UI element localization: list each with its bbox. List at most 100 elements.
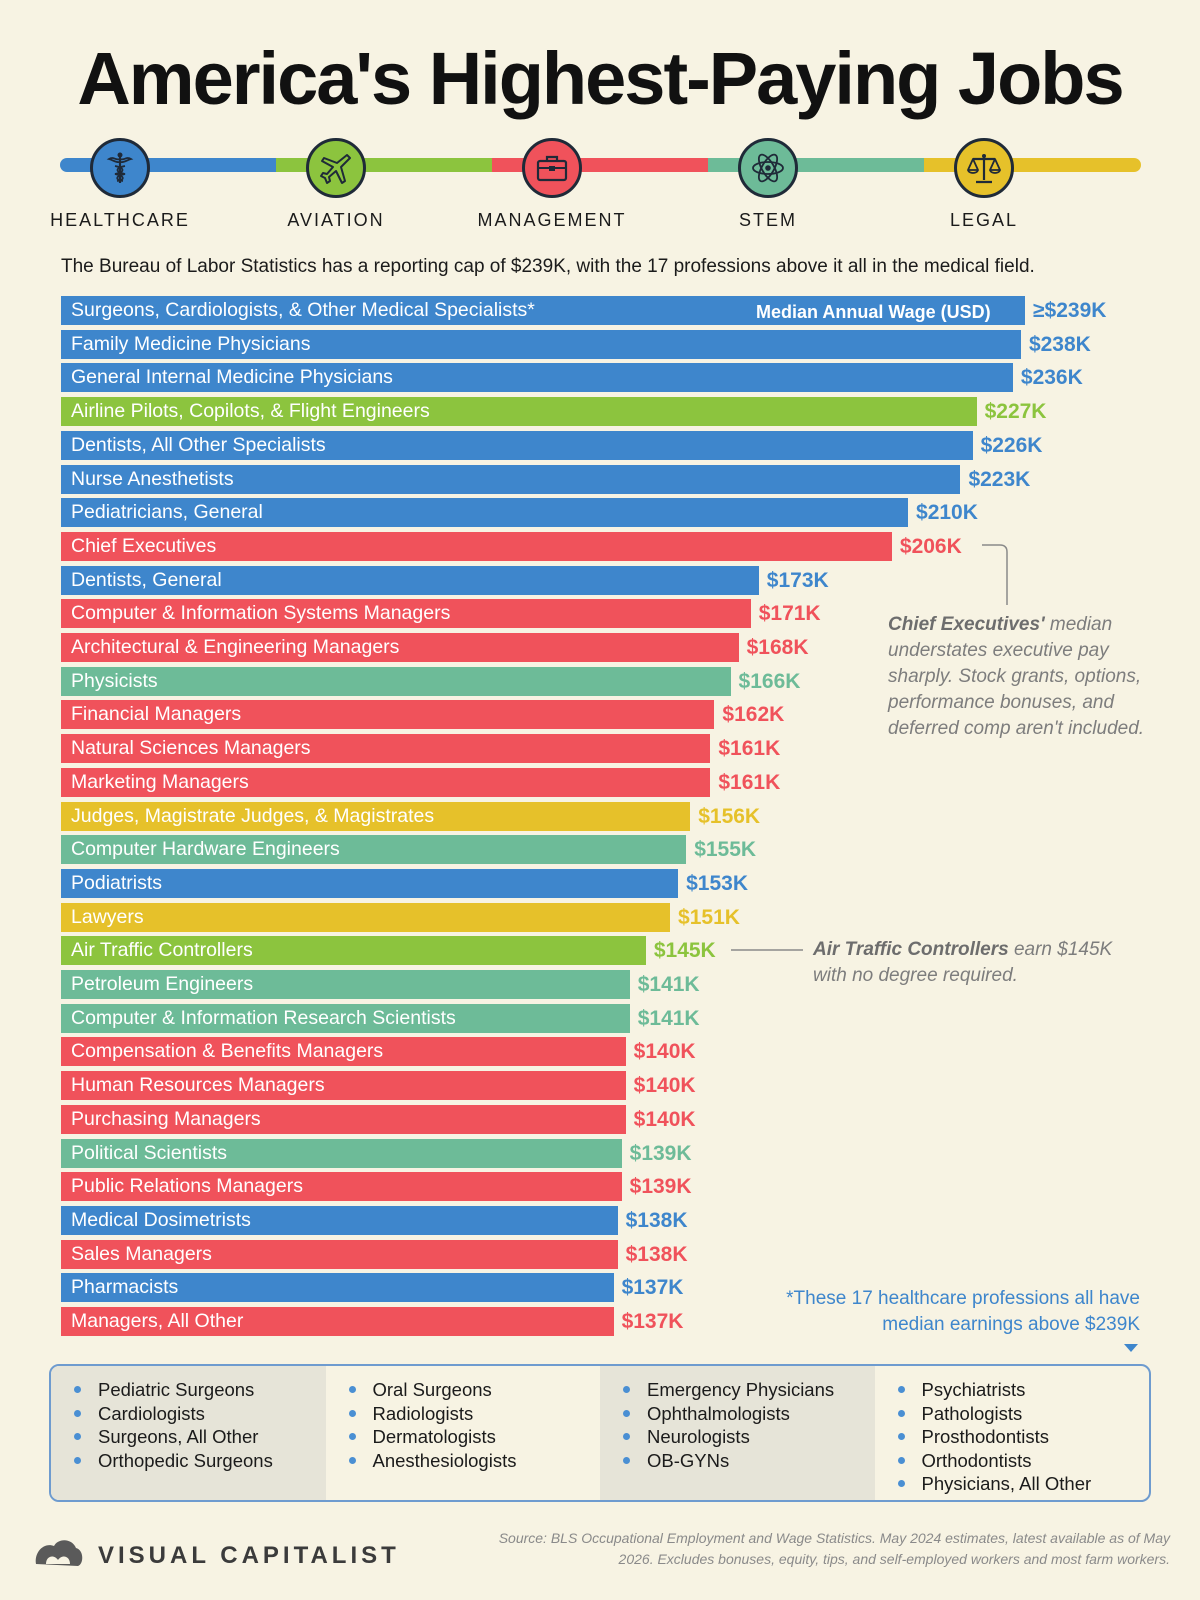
bullet-icon xyxy=(897,1480,905,1487)
bar xyxy=(61,565,759,595)
bar-value-label: $145K xyxy=(653,939,716,963)
bullet-icon xyxy=(623,1386,630,1393)
bar xyxy=(61,970,630,999)
bar-category-label: Marketing Managers xyxy=(71,770,249,793)
value-legend-label: Median Annual Wage (USD) xyxy=(756,302,991,322)
bar-category-label: Judges, Magistrate Judges, & Magistrates xyxy=(71,804,435,827)
specialist-item: OB-GYNs xyxy=(620,1449,875,1473)
specialist-item: Prosthodontists xyxy=(895,1425,1150,1449)
bar-value-label: $171K xyxy=(758,602,821,626)
bullet-icon xyxy=(348,1386,356,1393)
specialist-item: Surgeons, All Other xyxy=(71,1425,326,1449)
specialist-item: Dermatologists xyxy=(346,1425,601,1449)
bar xyxy=(61,296,1025,325)
footnote-arrow-icon xyxy=(1124,1344,1138,1352)
bar-category-label: Sales Managers xyxy=(71,1242,212,1265)
bar-value-label: $161K xyxy=(718,737,781,761)
bullet-icon xyxy=(348,1433,356,1440)
bar-category-label: Podiatrists xyxy=(71,871,163,894)
bar-value-label: $206K xyxy=(899,534,962,558)
bar-category-label: Managers, All Other xyxy=(71,1310,244,1332)
bullet-icon xyxy=(74,1433,81,1440)
bar-value-label: $173K xyxy=(766,568,829,592)
category-label: STEM xyxy=(738,210,797,230)
bar xyxy=(61,1003,630,1033)
bar-value-label: $155K xyxy=(694,838,757,862)
bar xyxy=(61,363,1013,393)
bar-value-label: $141K xyxy=(637,973,700,996)
specialist-item: Radiologists xyxy=(346,1402,601,1426)
bar xyxy=(61,633,739,662)
chief-note-bold: Chief Executives' xyxy=(888,614,1045,635)
bar xyxy=(61,430,973,460)
bar-value-label: $138K xyxy=(625,1242,688,1266)
category-label: LEGAL xyxy=(949,210,1019,230)
bar xyxy=(61,868,679,898)
bar-value-label: $161K xyxy=(718,770,781,794)
bar-value-label: $139K xyxy=(629,1175,692,1199)
briefcase-icon xyxy=(522,138,582,198)
bullet-icon xyxy=(897,1386,905,1393)
specialist-item: Pediatric Surgeons xyxy=(71,1378,326,1402)
bar-chart: Surgeons, Cardiologists, & Other Medical… xyxy=(61,296,1106,1336)
bar xyxy=(61,1239,618,1269)
specialist-item: Anesthesiologists xyxy=(346,1449,601,1473)
specialist-item: Neurologists xyxy=(620,1425,875,1449)
bar-value-label: $168K xyxy=(746,636,809,659)
bar-category-label: Computer Hardware Engineers xyxy=(71,838,340,861)
bar-value-label: $210K xyxy=(916,501,978,525)
bar-category-label: Architectural & Engineering Managers xyxy=(71,636,400,658)
bar-category-label: Human Resources Managers xyxy=(71,1074,325,1097)
bar-category-label: Natural Sciences Managers xyxy=(71,737,311,760)
subtitle: The Bureau of Labor Statistics has a rep… xyxy=(61,256,1035,277)
chief-note-text: median understates executive pay sharply… xyxy=(888,614,1145,739)
atc-note-bold: Air Traffic Controllers xyxy=(813,939,1009,960)
caduceus-icon xyxy=(90,138,150,198)
bar-category-label: Purchasing Managers xyxy=(71,1107,261,1130)
bar-category-label: Physicists xyxy=(71,669,158,692)
bar xyxy=(61,1138,622,1168)
atom-icon xyxy=(738,138,798,198)
bar-value-label: $138K xyxy=(625,1208,688,1232)
bar-category-label: Political Scientists xyxy=(71,1141,228,1164)
bar-value-label: $162K xyxy=(722,703,785,727)
bar-value-label: $140K xyxy=(633,1107,696,1131)
bar xyxy=(61,700,715,730)
bar-value-label: $153K xyxy=(686,871,748,895)
category-label: AVIATION xyxy=(287,210,385,230)
bar-value-label: $137K xyxy=(621,1276,684,1300)
bar xyxy=(61,835,687,865)
bar-category-label: Petroleum Engineers xyxy=(71,973,254,995)
bar-value-label: $156K xyxy=(698,804,761,828)
specialist-item: Emergency Physicians xyxy=(620,1378,875,1402)
atc-note-text: earn $145K with no degree required. xyxy=(813,939,1113,986)
bullet-icon xyxy=(74,1386,81,1393)
specialist-item: Cardiologists xyxy=(71,1402,326,1426)
bar xyxy=(61,801,691,831)
category-label: HEALTHCARE xyxy=(50,210,190,230)
bar-value-label: $223K xyxy=(968,467,1031,491)
bullet-icon xyxy=(348,1409,356,1417)
category-label: MANAGEMENT xyxy=(477,210,627,230)
bar-category-label: Compensation & Benefits Managers xyxy=(71,1040,384,1063)
bar-category-label: Nurse Anesthetists xyxy=(71,467,234,490)
bar-category-label: Computer & Information Systems Managers xyxy=(71,602,451,625)
bar-category-label: Family Medicine Physicians xyxy=(71,332,311,355)
bar xyxy=(61,1104,626,1134)
bar xyxy=(61,666,731,696)
specialist-item: Oral Surgeons xyxy=(346,1378,601,1402)
brand-name: VISUAL CAPITALIST xyxy=(98,1542,400,1569)
page-title: America's Highest-Paying Jobs xyxy=(77,37,1124,120)
bar xyxy=(61,902,671,932)
bar-category-label: Medical Dosimetrists xyxy=(71,1208,251,1231)
specialist-item: Orthodontists xyxy=(895,1449,1150,1473)
bar xyxy=(61,531,892,561)
bar-category-label: Air Traffic Controllers xyxy=(71,939,253,962)
bar-category-label: General Internal Medicine Physicians xyxy=(71,366,393,389)
bar-value-label: $227K xyxy=(984,400,1047,424)
bar-category-label: Dentists, General xyxy=(71,568,222,591)
bar-value-label: $140K xyxy=(633,1074,696,1098)
bar xyxy=(61,767,711,797)
bar xyxy=(61,498,909,528)
specialist-column: Oral Surgeons Radiologists Dermatologists A… xyxy=(326,1366,601,1500)
